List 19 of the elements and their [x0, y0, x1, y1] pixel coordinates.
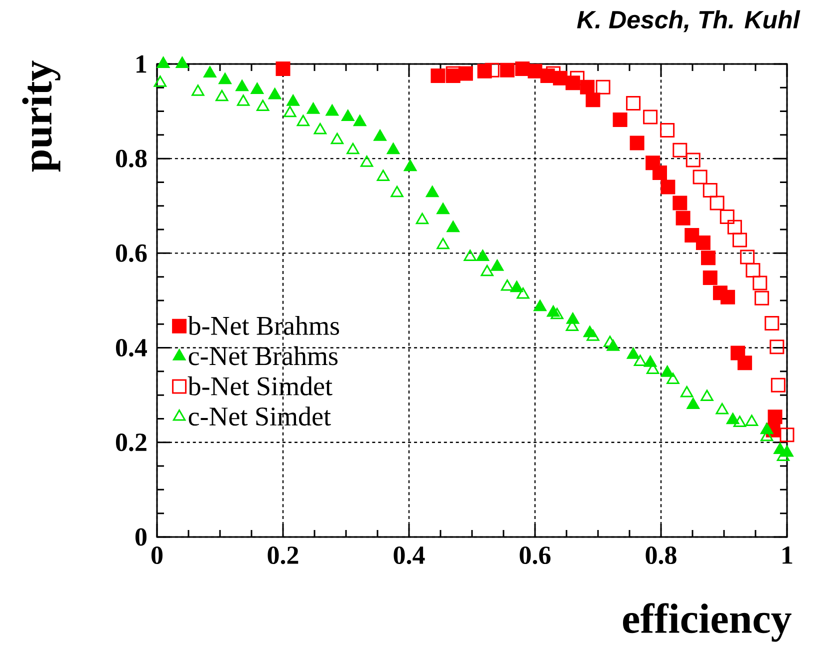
y-tick-label: 0.8 [116, 150, 147, 168]
legend-label: c-Net Brahms [188, 346, 338, 366]
x-tick-label: 0 [151, 546, 163, 564]
legend-label: b-Net Simdet [188, 376, 332, 396]
y-axis-title: purity [22, 60, 60, 172]
x-tick-label: 1 [782, 546, 792, 564]
x-tick-label: 0.4 [394, 546, 425, 564]
x-axis-title: efficiency [623, 603, 792, 642]
y-tick-label: 0.6 [116, 244, 147, 262]
y-tick-label: 0.2 [116, 434, 146, 452]
y-tick-label: 1 [136, 55, 146, 73]
x-tick-label: 0.8 [646, 546, 676, 564]
text: K. Desch, Th. Kuhl [577, 10, 800, 32]
legend-label: b-Net Brahms [188, 316, 340, 335]
y-tick-label: 0.4 [116, 338, 148, 357]
x-tick-label: 0.6 [520, 546, 550, 564]
y-tick-label: 0 [135, 528, 147, 546]
x-tick-label: 0.2 [268, 546, 298, 564]
legend-label: c-Net Simdet [188, 406, 331, 426]
